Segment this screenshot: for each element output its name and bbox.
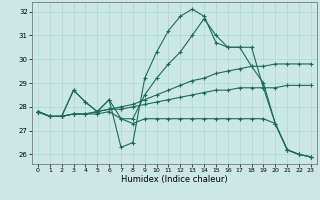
X-axis label: Humidex (Indice chaleur): Humidex (Indice chaleur) bbox=[121, 175, 228, 184]
